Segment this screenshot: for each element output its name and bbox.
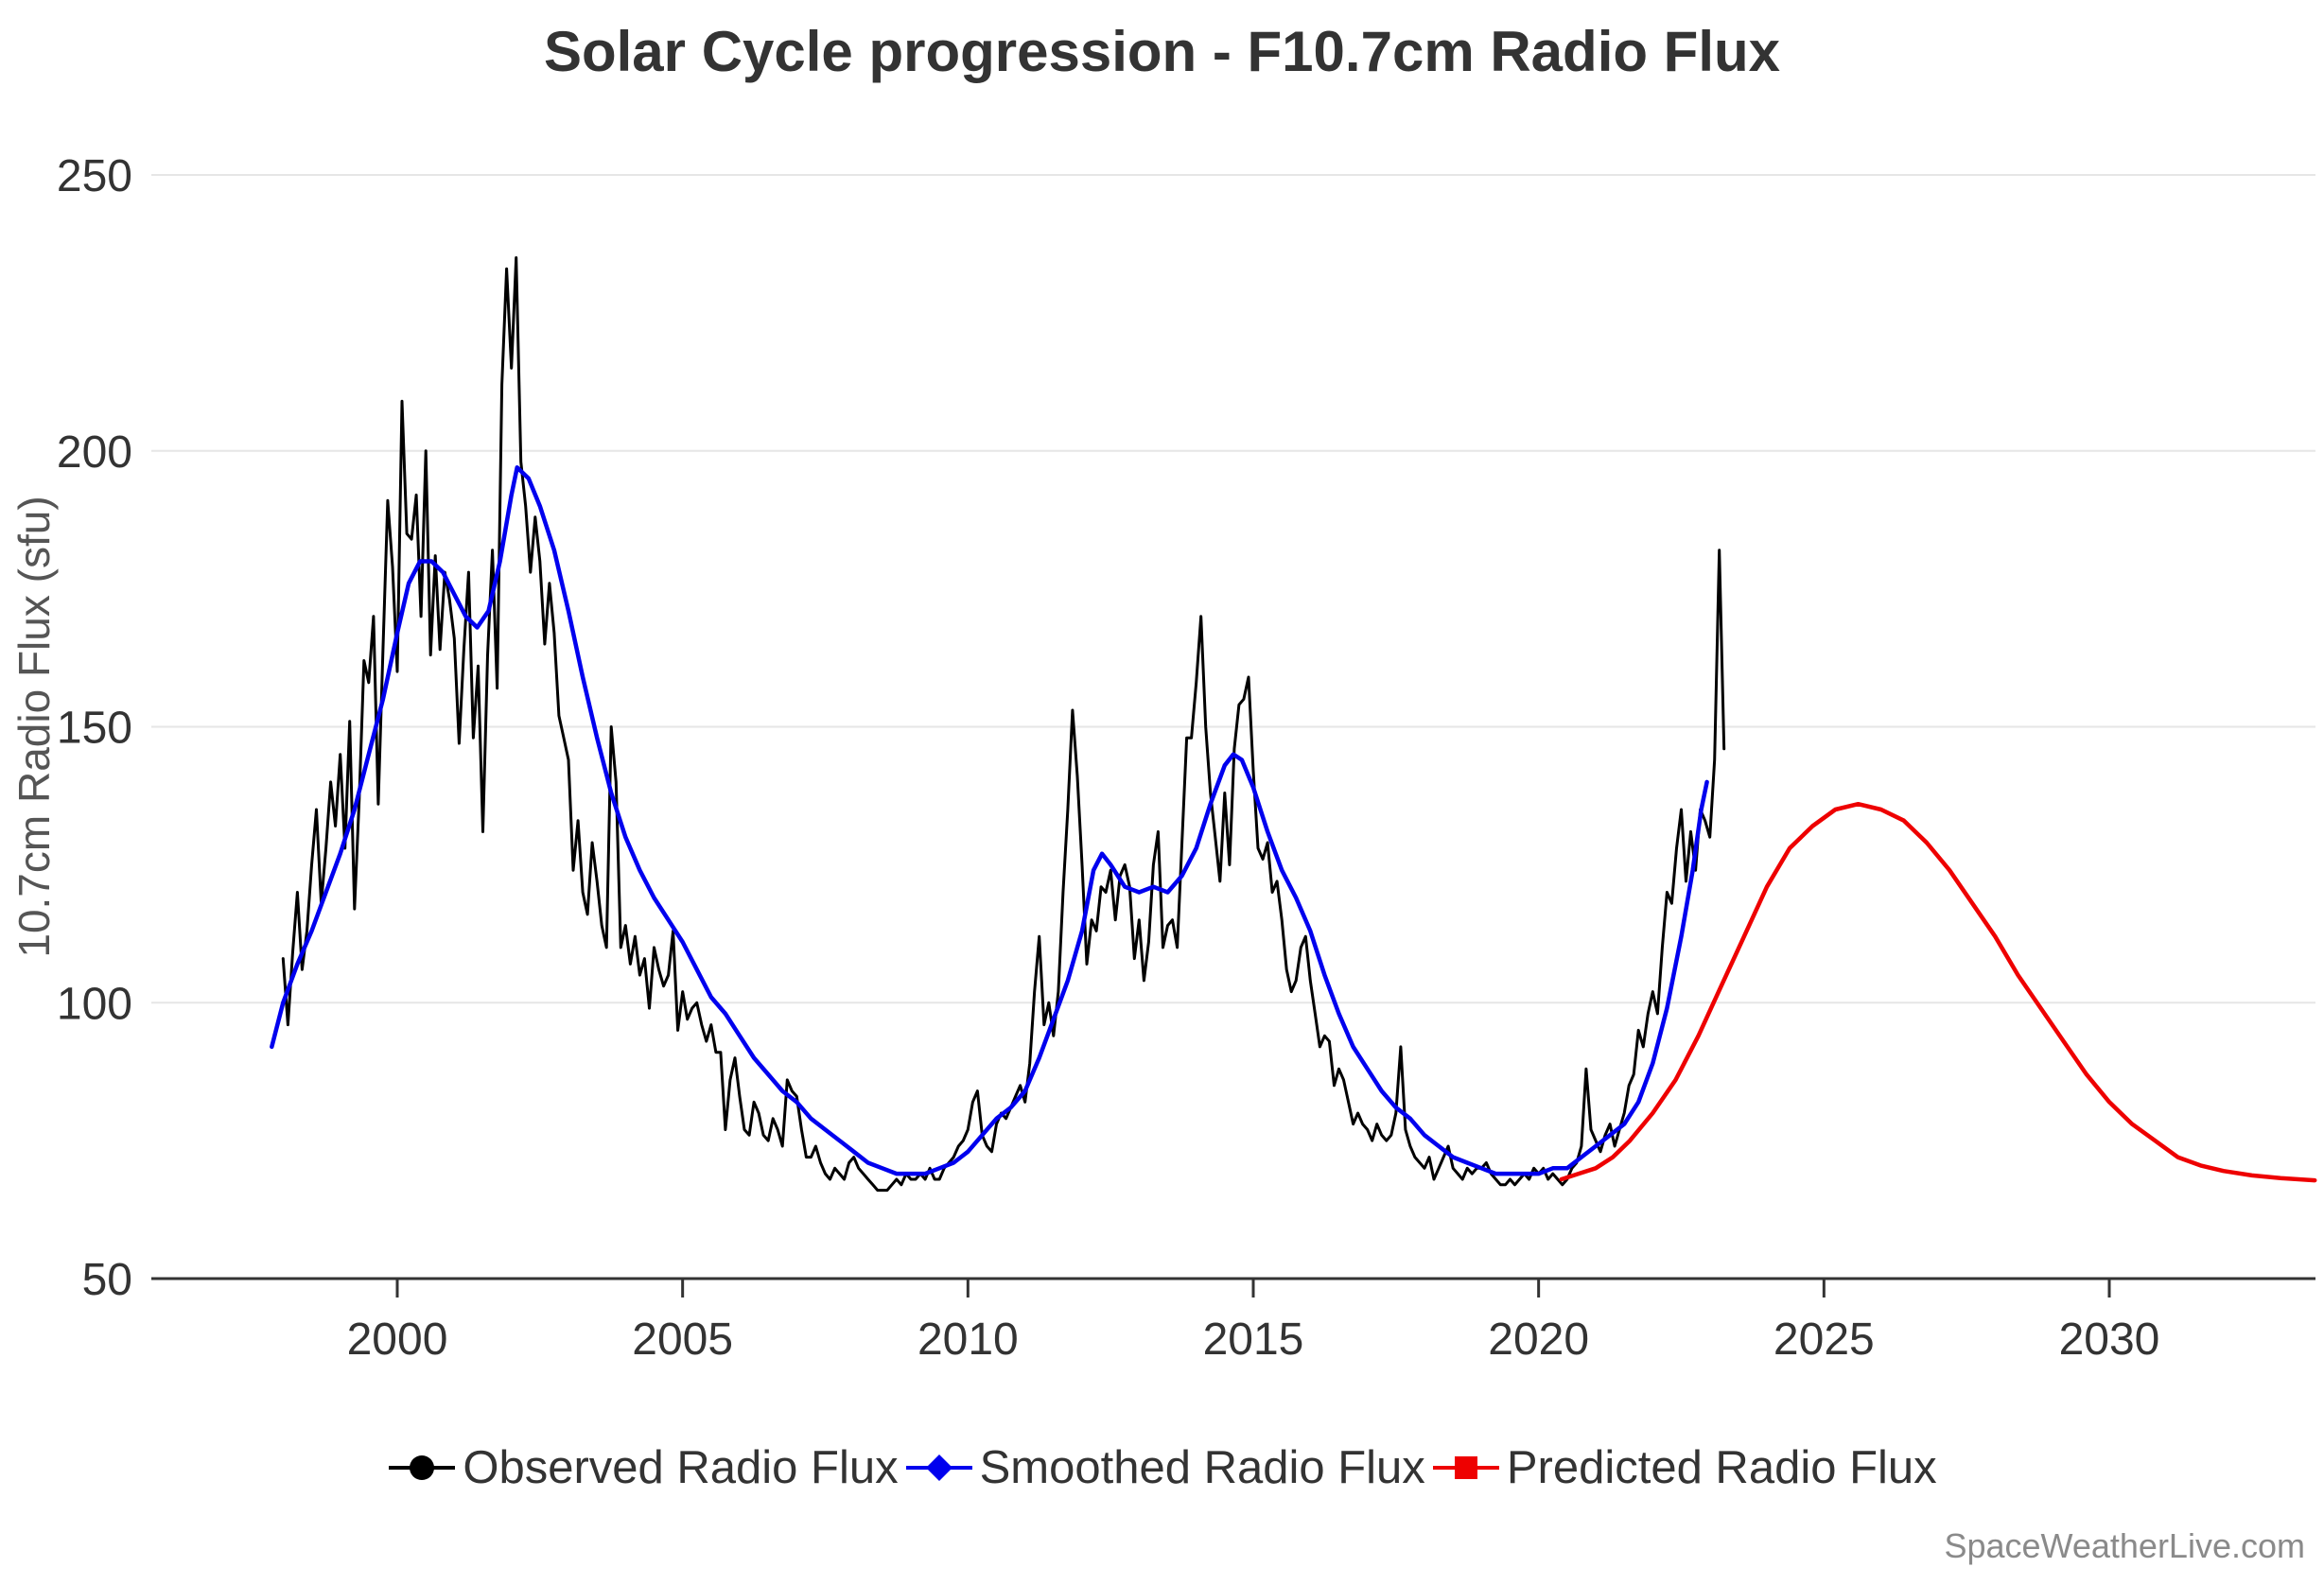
x-tick-label: 2005 [632, 1315, 733, 1365]
series-line-smoothed-radio-flux [270, 465, 1709, 1176]
legend: Observed Radio Flux Smoothed Radio Flux Pr… [0, 1441, 2324, 1494]
x-tick-label: 2020 [1488, 1315, 1589, 1365]
series-line-predicted-radio-flux [1559, 801, 2317, 1183]
legend-marker-circle [389, 1455, 456, 1480]
diamond-marker-icon [925, 1454, 952, 1481]
y-tick-label: 50 [82, 1255, 132, 1305]
legend-item-smoothed-radio-flux[interactable]: Smoothed Radio Flux [904, 1441, 1425, 1494]
circle-marker-icon [410, 1455, 435, 1480]
x-tick-label: 2000 [347, 1315, 448, 1365]
legend-item-predicted-radio-flux[interactable]: Predicted Radio Flux [1431, 1441, 1937, 1494]
x-tick-label: 2015 [1203, 1315, 1304, 1365]
x-tick-label: 2025 [1774, 1315, 1875, 1365]
y-tick-label: 200 [57, 427, 132, 478]
y-tick-label: 250 [57, 151, 132, 201]
y-tick-label: 150 [57, 704, 132, 754]
legend-item-observed-radio-flux[interactable]: Observed Radio Flux [387, 1441, 899, 1494]
watermark: SpaceWeatherLive.com [1944, 1526, 2305, 1565]
x-tick-label: 2030 [2059, 1315, 2160, 1365]
legend-label: Observed Radio Flux [463, 1442, 899, 1493]
x-tick-label: 2010 [917, 1315, 1019, 1365]
square-marker-icon [1454, 1456, 1477, 1479]
series-line-observed-radio-flux [281, 256, 1726, 1193]
legend-label: Predicted Radio Flux [1506, 1442, 1937, 1493]
y-tick-label: 100 [57, 979, 132, 1029]
legend-label: Smoothed Radio Flux [979, 1442, 1425, 1493]
legend-marker-diamond [905, 1454, 972, 1481]
y-axis-title: 10.7cm Radio Flux (sfu) [9, 496, 59, 957]
legend-marker-square [1432, 1456, 1499, 1479]
chart-title: Solar Cycle progression - F10.7cm Radio … [543, 20, 1781, 83]
